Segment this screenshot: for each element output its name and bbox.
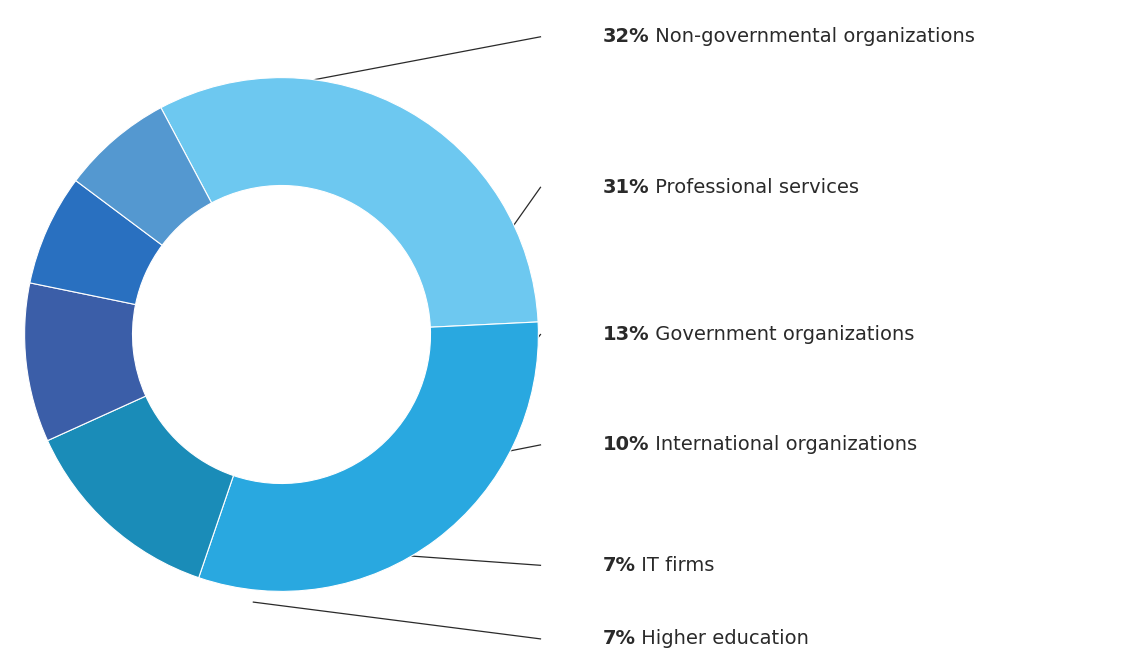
Wedge shape: [75, 108, 212, 246]
Text: Higher education: Higher education: [635, 630, 808, 648]
Text: 32%: 32%: [602, 27, 649, 46]
Wedge shape: [25, 283, 145, 441]
Wedge shape: [161, 78, 538, 327]
Text: International organizations: International organizations: [649, 436, 917, 454]
Text: 13%: 13%: [602, 325, 649, 344]
Text: Government organizations: Government organizations: [649, 325, 914, 344]
Wedge shape: [198, 322, 538, 591]
Text: 10%: 10%: [602, 436, 649, 454]
Text: Non-governmental organizations: Non-governmental organizations: [649, 27, 974, 46]
Text: 7%: 7%: [602, 556, 635, 575]
Wedge shape: [47, 396, 233, 578]
Text: Professional services: Professional services: [649, 178, 859, 197]
Text: 7%: 7%: [602, 630, 635, 648]
Text: IT firms: IT firms: [635, 556, 714, 575]
Text: 31%: 31%: [602, 178, 649, 197]
Wedge shape: [30, 181, 162, 304]
